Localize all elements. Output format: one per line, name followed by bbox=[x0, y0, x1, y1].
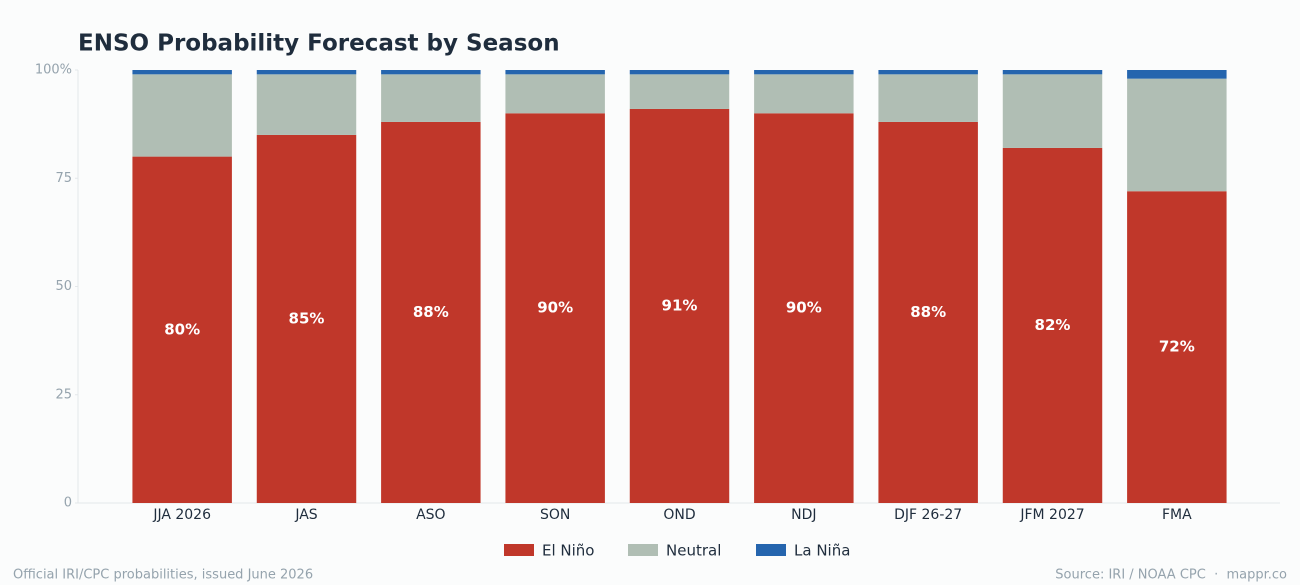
bar-segment bbox=[629, 70, 730, 75]
x-tick-label: JAS bbox=[294, 507, 317, 523]
bar-segment bbox=[132, 156, 232, 503]
y-tick-label: 25 bbox=[55, 387, 72, 402]
y-tick-label: 75 bbox=[55, 171, 72, 186]
data-label: 72% bbox=[1159, 338, 1195, 356]
bar-segment bbox=[754, 113, 854, 504]
x-tick-label: DJF 26-27 bbox=[894, 507, 962, 523]
bar-segment bbox=[381, 121, 481, 504]
bar-segment bbox=[1002, 147, 1103, 503]
data-label: 90% bbox=[537, 299, 573, 317]
bar-segment bbox=[629, 108, 730, 503]
y-tick-label: 100% bbox=[35, 63, 72, 78]
source: Source: IRI / NOAA CPC · mappr.co bbox=[1055, 568, 1287, 583]
bar-segment bbox=[381, 74, 481, 122]
bar-segment bbox=[505, 74, 605, 114]
bar-segment bbox=[256, 134, 357, 503]
legend-label: El Niño bbox=[542, 542, 595, 560]
x-tick-label: JJA 2026 bbox=[152, 507, 211, 523]
bar-segment bbox=[878, 121, 978, 504]
y-tick-label: 0 bbox=[64, 496, 72, 511]
bar-segment bbox=[505, 70, 605, 75]
bar-segment bbox=[1127, 70, 1227, 79]
x-tick-label: ASO bbox=[416, 507, 445, 523]
x-tick-label: OND bbox=[663, 507, 695, 523]
legend-label: La Niña bbox=[794, 542, 850, 560]
x-tick-label: JFM 2027 bbox=[1019, 507, 1084, 523]
data-label: 85% bbox=[289, 309, 325, 327]
bar-segment bbox=[1127, 191, 1227, 504]
x-tick-label: SON bbox=[540, 507, 570, 523]
legend-swatch bbox=[504, 544, 534, 556]
data-label: 91% bbox=[662, 296, 698, 314]
bar-segment bbox=[754, 70, 854, 75]
bar-segment bbox=[629, 74, 730, 109]
x-tick-label: NDJ bbox=[791, 507, 816, 523]
bar-segment bbox=[505, 113, 605, 504]
bar-segment bbox=[256, 74, 357, 135]
bar-segment bbox=[878, 70, 978, 75]
data-label: 88% bbox=[413, 303, 449, 321]
legend-label: Neutral bbox=[666, 542, 721, 560]
bar-segment bbox=[132, 74, 232, 157]
bar-segment bbox=[1127, 78, 1227, 192]
legend-swatch bbox=[756, 544, 786, 556]
data-label: 88% bbox=[910, 303, 946, 321]
bar-segment bbox=[1002, 70, 1103, 75]
x-tick-label: FMA bbox=[1162, 507, 1192, 523]
bar-segment bbox=[132, 70, 232, 75]
data-label: 82% bbox=[1035, 316, 1071, 334]
bar-segment bbox=[1002, 74, 1103, 148]
y-tick-label: 50 bbox=[55, 279, 72, 294]
bar-segment bbox=[381, 70, 481, 75]
bar-segment bbox=[256, 70, 357, 75]
legend-swatch bbox=[628, 544, 658, 556]
bar-segment bbox=[878, 74, 978, 122]
data-label: 80% bbox=[164, 320, 200, 338]
footnote: Official IRI/CPC probabilities, issued J… bbox=[13, 568, 313, 583]
bar-segment bbox=[754, 74, 854, 114]
data-label: 90% bbox=[786, 299, 822, 317]
chart-title: ENSO Probability Forecast by Season bbox=[78, 31, 560, 57]
